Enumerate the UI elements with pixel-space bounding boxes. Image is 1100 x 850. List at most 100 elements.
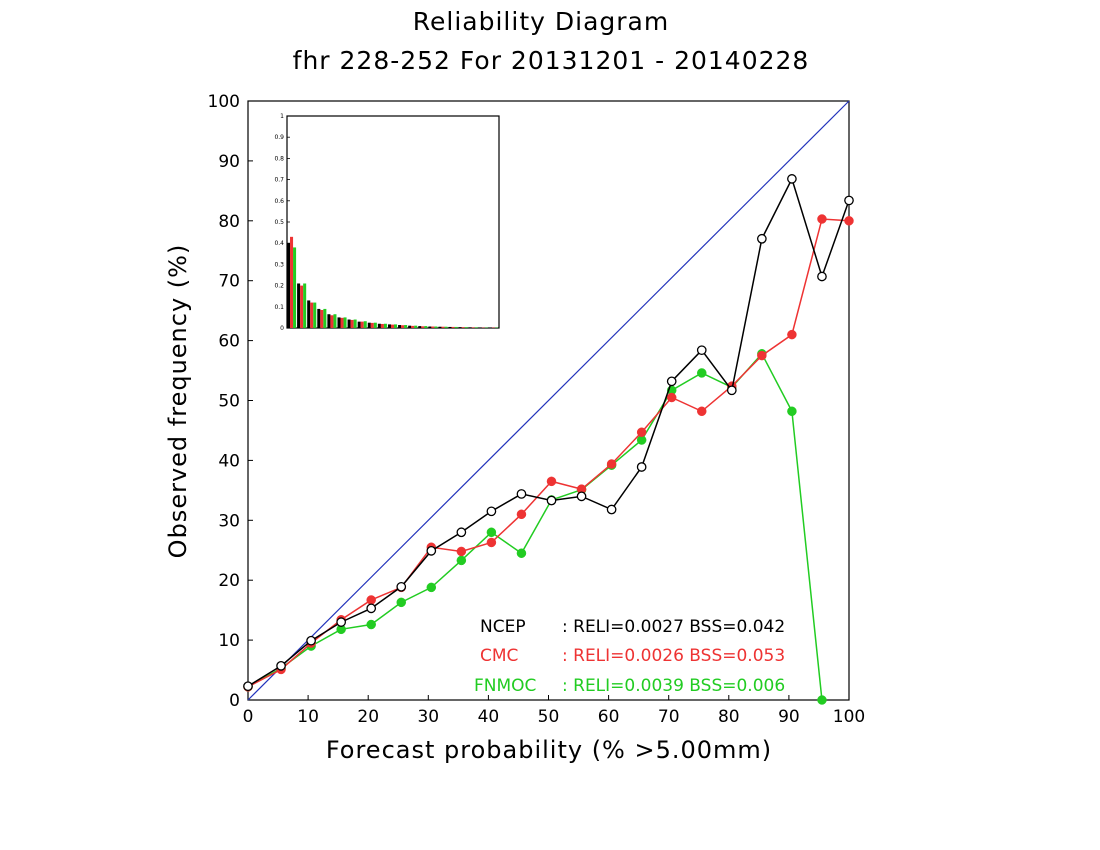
perfect-reliability-line bbox=[247, 100, 850, 701]
data-point-fnmoc bbox=[426, 582, 437, 593]
data-point-cmc bbox=[366, 595, 376, 605]
inset-bar-cmc bbox=[411, 325, 415, 328]
data-point-fnmoc bbox=[456, 555, 467, 566]
data-point-ncep bbox=[546, 495, 557, 506]
legend-name-cmc: CMC bbox=[480, 646, 518, 666]
inset-bar-fnmoc bbox=[454, 326, 458, 328]
data-point-cmc bbox=[636, 427, 647, 437]
inset-bar-ncep bbox=[377, 323, 381, 328]
data-point-fnmoc bbox=[817, 695, 827, 705]
inset-bar-fnmoc bbox=[444, 326, 448, 328]
inset-bar-fnmoc bbox=[323, 308, 327, 328]
data-point-cmc bbox=[666, 392, 677, 403]
x-tick-label: 70 bbox=[658, 707, 680, 727]
x-tick-label: 80 bbox=[718, 707, 740, 727]
series-layer bbox=[243, 174, 854, 705]
data-point-ncep bbox=[486, 506, 497, 517]
x-tick-label: 90 bbox=[778, 707, 800, 727]
inset-bar-ncep bbox=[418, 326, 422, 328]
inset-tick-label: 0.1 bbox=[274, 304, 284, 311]
inset-bar-cmc bbox=[330, 315, 334, 328]
inset-bar-ncep bbox=[307, 300, 311, 328]
data-point-ncep bbox=[666, 376, 677, 387]
legend-name-fnmoc: FNMOC bbox=[474, 676, 536, 696]
inset-bar-fnmoc bbox=[343, 317, 347, 328]
data-point-ncep bbox=[606, 504, 617, 515]
y-axis-label: Observed frequency (%) bbox=[164, 244, 192, 559]
data-point-ncep bbox=[787, 174, 797, 184]
legend: NCEP : RELI=0.0027 BSS=0.042 CMC : RELI=… bbox=[474, 617, 785, 696]
data-point-cmc bbox=[817, 214, 827, 224]
inset-tick-label: 0.6 bbox=[274, 198, 284, 205]
x-tick-label: 10 bbox=[297, 707, 319, 727]
legend-stats-ncep: : RELI=0.0027 BSS=0.042 bbox=[562, 617, 785, 637]
data-point-cmc bbox=[844, 216, 854, 226]
inset-tick-label: 0.9 bbox=[274, 134, 284, 141]
y-tick-label: 80 bbox=[218, 212, 240, 232]
inset-bar-cmc bbox=[441, 326, 445, 328]
data-point-fnmoc bbox=[366, 619, 376, 630]
inset-bar-cmc bbox=[431, 326, 435, 328]
inset-bar-fnmoc bbox=[313, 302, 317, 328]
y-tick-label: 100 bbox=[208, 92, 240, 112]
inset-bar-ncep bbox=[367, 322, 371, 328]
inset-bar-cmc bbox=[350, 319, 354, 328]
data-point-fnmoc bbox=[787, 406, 797, 417]
inset-bar-ncep bbox=[468, 327, 472, 328]
inset-bar-fnmoc bbox=[404, 325, 408, 328]
inset-bar-fnmoc bbox=[394, 324, 398, 328]
inset-tick-label: 0.8 bbox=[274, 155, 284, 162]
inset-tick-label: 0.4 bbox=[274, 240, 284, 247]
inset-bar-ncep bbox=[398, 325, 402, 328]
inset-histogram: 0 0.1 0.2 0.3 0.4 0.5 0.6 0.7 0.8 0.9 1 bbox=[274, 113, 500, 332]
x-axis: 0 10 20 30 40 50 60 70 80 90 100 bbox=[243, 695, 865, 727]
inset-bar-cmc bbox=[300, 285, 304, 328]
x-tick-label: 20 bbox=[357, 707, 379, 727]
data-point-ncep bbox=[726, 385, 737, 396]
inset-tick-label: 0.5 bbox=[274, 219, 284, 226]
inset-y-axis: 0 0.1 0.2 0.3 0.4 0.5 0.6 0.7 0.8 0.9 1 bbox=[274, 113, 290, 332]
inset-bar-ncep bbox=[347, 319, 351, 328]
inset-bar-fnmoc bbox=[383, 323, 387, 328]
data-point-cmc bbox=[606, 459, 617, 469]
inset-bar-cmc bbox=[451, 326, 455, 328]
legend-stats-cmc: : RELI=0.0026 BSS=0.053 bbox=[562, 646, 785, 666]
data-point-fnmoc bbox=[697, 368, 707, 378]
y-tick-label: 70 bbox=[218, 272, 240, 292]
inset-bar-ncep bbox=[448, 326, 452, 328]
data-point-ncep bbox=[817, 271, 827, 282]
data-point-ncep bbox=[243, 681, 253, 692]
data-point-ncep bbox=[516, 489, 527, 499]
y-tick-label: 90 bbox=[218, 152, 240, 172]
inset-bar-fnmoc bbox=[464, 327, 468, 328]
data-point-cmc bbox=[757, 350, 767, 361]
inset-bar-cmc bbox=[290, 236, 294, 328]
data-point-ncep bbox=[757, 233, 767, 244]
inset-bar-cmc bbox=[370, 322, 374, 328]
x-axis-label: Forecast probability (% >5.00mm) bbox=[326, 736, 772, 764]
data-point-cmc bbox=[546, 476, 557, 487]
inset-bar-cmc bbox=[401, 325, 405, 328]
data-point-ncep bbox=[456, 527, 467, 538]
inset-bar-ncep bbox=[357, 321, 361, 328]
data-point-ncep bbox=[696, 345, 707, 356]
data-point-ncep bbox=[844, 195, 854, 206]
inset-bar-fnmoc bbox=[293, 247, 297, 328]
data-point-fnmoc bbox=[396, 597, 407, 608]
y-tick-label: 60 bbox=[218, 332, 240, 352]
inset-bar-fnmoc bbox=[474, 327, 478, 328]
data-point-cmc bbox=[486, 537, 497, 548]
inset-bar-fnmoc bbox=[333, 314, 337, 328]
chart-title: Reliability Diagram bbox=[413, 7, 669, 36]
inset-bar-cmc bbox=[421, 326, 425, 328]
inset-bar-fnmoc bbox=[414, 325, 418, 328]
data-point-ncep bbox=[426, 545, 437, 556]
inset-bar-fnmoc bbox=[353, 319, 357, 328]
data-point-ncep bbox=[306, 635, 316, 646]
inset-bar-ncep bbox=[337, 317, 341, 328]
inset-frame bbox=[286, 115, 500, 329]
inset-bar-ncep bbox=[387, 324, 391, 328]
x-tick-label: 50 bbox=[538, 707, 560, 727]
y-tick-label: 20 bbox=[218, 571, 240, 591]
